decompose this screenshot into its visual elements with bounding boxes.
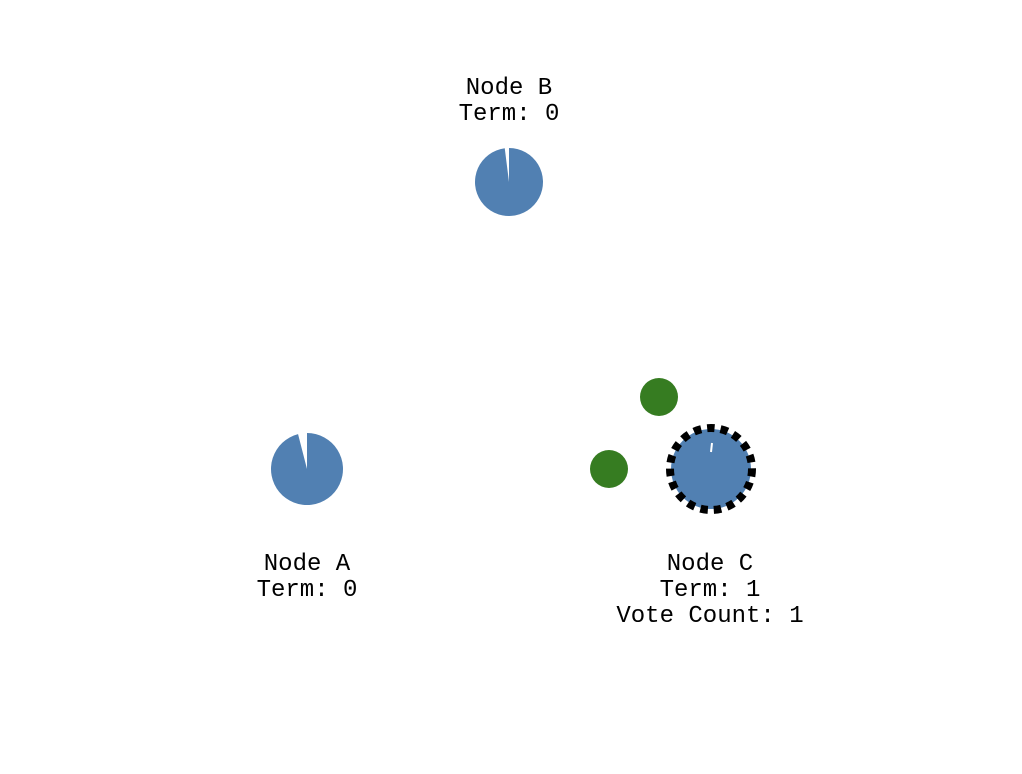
node-c-name: Node C (667, 551, 753, 578)
candidate-ring (666, 424, 756, 514)
node-a-name: Node A (264, 551, 351, 578)
node-b-circle[interactable] (475, 148, 544, 217)
request-vote-message-to-a (590, 450, 628, 488)
request-vote-message-to-b (640, 378, 678, 416)
node-b[interactable]: Node B Term: 0 (459, 75, 560, 217)
node-b-term: Term: 0 (459, 101, 560, 128)
node-c-timer-notch (710, 442, 713, 453)
node-c-circle[interactable] (671, 429, 751, 509)
node-c-vote-count: Vote Count: 1 (616, 603, 803, 630)
node-c-term: Term: 1 (660, 577, 761, 604)
node-a-term: Term: 0 (257, 577, 358, 604)
node-c[interactable]: Node C Term: 1 Vote Count: 1 (616, 424, 804, 630)
node-a[interactable]: Node A Term: 0 (257, 433, 358, 604)
node-b-name: Node B (466, 75, 552, 102)
node-a-circle[interactable] (271, 433, 343, 505)
